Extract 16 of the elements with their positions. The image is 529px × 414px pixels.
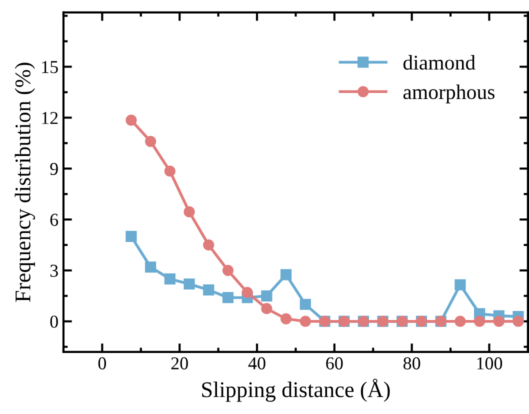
y-tick-label: 9 <box>50 162 58 176</box>
legend-label: diamond <box>403 55 476 70</box>
x-axis-title: Slipping distance (Å) <box>202 378 390 402</box>
x-tick-label: 100 <box>477 357 502 370</box>
x-tick-label: 60 <box>326 357 343 370</box>
x-tick-label: 0 <box>98 357 106 370</box>
legend-label: amorphous <box>403 84 495 104</box>
x-tick-label: 40 <box>248 357 266 370</box>
y-tick-label: 3 <box>50 264 58 277</box>
y-tick-label: 15 <box>42 61 58 74</box>
y-tick-label: 6 <box>50 214 58 226</box>
y-axis-title: Frequency distribution (%) <box>14 62 36 302</box>
x-tick-label: 80 <box>403 357 420 370</box>
y-tick-label: 0 <box>50 316 58 328</box>
x-tick-label: 20 <box>171 357 188 370</box>
y-tick-label: 12 <box>42 112 58 124</box>
